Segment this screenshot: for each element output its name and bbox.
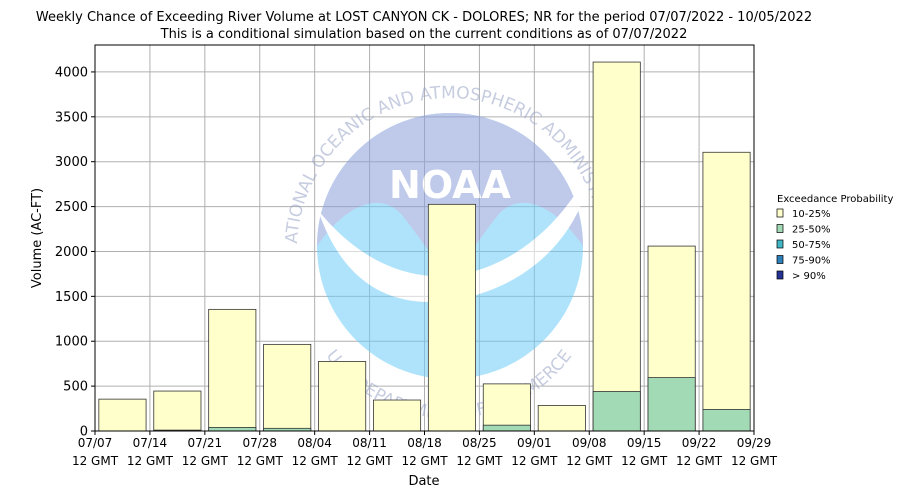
bar-10-25 (373, 399, 422, 432)
x-tick-label-time: 12 GMT (347, 454, 394, 468)
x-tick-label-date: 08/04 (297, 436, 332, 450)
legend-swatch (776, 224, 784, 233)
x-tick-label-time: 12 GMT (182, 454, 229, 468)
x-axis-label: Date (408, 474, 439, 489)
x-tick-label-time: 12 GMT (127, 454, 174, 468)
x-tick-label-date: 09/22 (682, 436, 717, 450)
legend-swatch (776, 270, 784, 280)
legend-title: Exceedance Probability (777, 194, 893, 205)
x-tick-label-date: 09/01 (517, 436, 552, 450)
x-tick-label-time: 12 GMT (566, 454, 613, 468)
x-tick-label-time: 12 GMT (292, 454, 339, 468)
y-tick-label: 1500 (55, 290, 88, 305)
x-tick-label-time: 12 GMT (676, 454, 723, 468)
x-tick-label-date: 07/28 (242, 436, 277, 450)
y-tick-label: 4000 (55, 65, 88, 80)
y-tick-label: 1000 (55, 335, 88, 350)
bar-25-50 (592, 391, 641, 432)
y-tick-label: 2500 (55, 200, 88, 215)
noaa-globe-upper (317, 113, 583, 271)
chart-subtitle: This is a conditional simulation based o… (160, 27, 688, 42)
y-tick-label: 2000 (55, 245, 88, 260)
x-tick-label-date: 09/08 (572, 436, 607, 450)
bar-25-50 (208, 427, 257, 432)
y-tick-label: 500 (63, 380, 88, 395)
noaa-gull (318, 190, 583, 302)
bar-25-50 (482, 424, 531, 432)
x-tick-label-time: 12 GMT (237, 454, 284, 468)
bar-10-25 (427, 203, 476, 432)
legend-label: 10-25% (792, 209, 831, 220)
y-tick-label: 3500 (55, 110, 88, 125)
legend: Exceedance Probability 10-25% 25-50% 50-75… (776, 194, 893, 282)
x-axis: 07/07 12 GMT 07/14 12 GMT 07/21 12 GMT 07/28 12… (72, 431, 778, 468)
x-tick-label-date: 08/25 (462, 436, 497, 450)
bar-10-25 (208, 308, 257, 432)
x-tick-label-date: 08/18 (407, 436, 442, 450)
x-tick-label-time: 12 GMT (511, 454, 558, 468)
legend-label: 75-90% (792, 256, 831, 267)
x-tick-label-time: 12 GMT (621, 454, 668, 468)
x-tick-label-date: 07/21 (188, 436, 223, 450)
x-tick-label-time: 12 GMT (72, 454, 119, 468)
legend-label: > 90% (792, 271, 826, 282)
x-tick-label-time: 12 GMT (731, 454, 778, 468)
y-tick-label: 3000 (55, 155, 88, 170)
bar-10-25 (318, 361, 367, 432)
legend-swatch (776, 255, 784, 264)
bar-25-50 (647, 377, 696, 432)
legend-label: 50-75% (792, 240, 831, 251)
x-tick-label-date: 07/07 (78, 436, 113, 450)
x-tick-label-date: 07/14 (133, 436, 168, 450)
bar-10-25 (537, 405, 586, 432)
bar-10-25 (702, 151, 751, 432)
x-tick-label-date: 09/15 (627, 436, 662, 450)
noaa-logo-text: NOAA (389, 163, 511, 207)
y-axis-label: Volume (AC-FT) (30, 188, 45, 288)
bar-10-25 (153, 390, 202, 432)
chart-title: Weekly Chance of Exceeding River Volume … (36, 10, 812, 25)
bar-10-25 (98, 398, 147, 432)
bar-10-25 (592, 61, 641, 432)
legend-swatch (776, 239, 784, 249)
x-tick-label-date: 09/29 (737, 436, 772, 450)
x-tick-label-time: 12 GMT (401, 454, 448, 468)
y-axis: 0 500 1000 1500 2000 2500 3000 3500 4000 (55, 65, 95, 440)
bars (98, 61, 751, 432)
bar-10-25 (482, 383, 531, 432)
bar-25-50 (702, 409, 751, 432)
x-tick-label-date: 08/11 (352, 436, 387, 450)
legend-label: 25-50% (792, 225, 831, 236)
legend-swatch (776, 208, 784, 218)
y-tick-label: 0 (80, 425, 88, 440)
bar-10-25 (263, 343, 312, 432)
x-tick-label-time: 12 GMT (456, 454, 503, 468)
